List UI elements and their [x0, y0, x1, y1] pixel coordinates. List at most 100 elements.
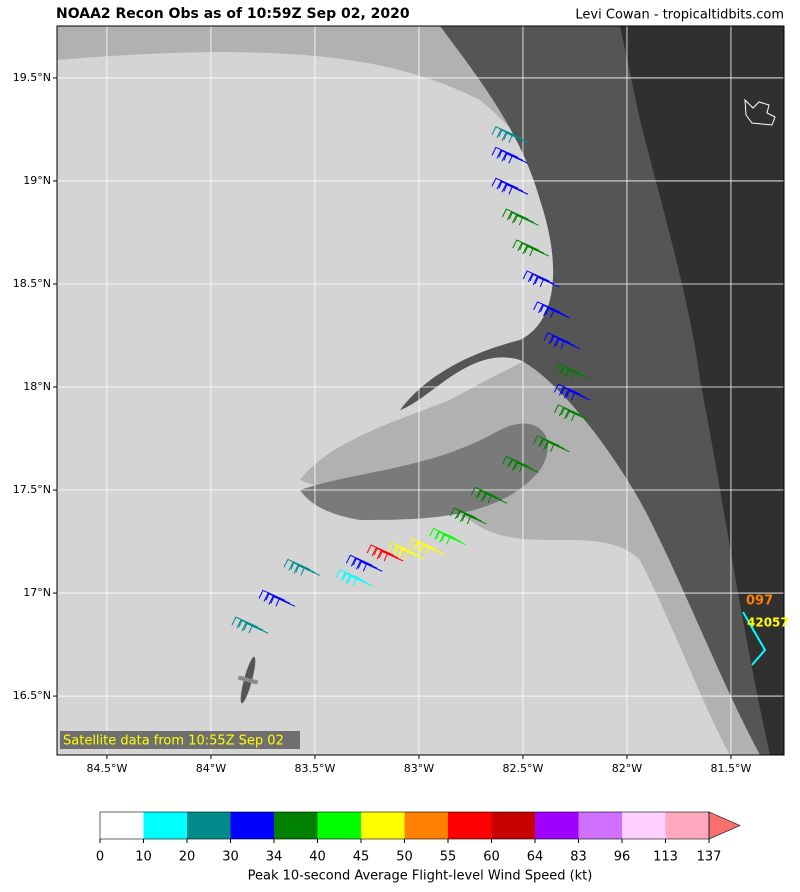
colorbar-segment	[143, 812, 187, 839]
x-tick-label: 83.5°W	[294, 762, 335, 775]
colorbar-tick-label: 60	[483, 850, 500, 865]
colorbar-tick-label: 96	[614, 850, 631, 865]
wind-barb	[258, 589, 296, 607]
wind-barb	[387, 542, 425, 560]
credit: Levi Cowan - tropicaltidbits.com	[575, 8, 784, 23]
wind-barb	[429, 527, 466, 545]
colorbar-tick-label: 113	[653, 850, 678, 865]
barb-stroke	[538, 304, 565, 316]
barb-stroke	[548, 335, 576, 347]
colorbar-segment	[100, 812, 144, 839]
barb-stroke	[263, 592, 291, 604]
barb-stroke	[350, 557, 378, 569]
barb-stroke	[418, 544, 445, 556]
barb-stroke	[533, 301, 560, 313]
barb-stroke	[429, 527, 456, 539]
barb-stroke	[522, 245, 549, 257]
barb-stroke	[491, 177, 519, 189]
wind-barb	[408, 538, 445, 556]
colorbar-segment	[535, 812, 579, 839]
barb-stroke	[392, 545, 420, 557]
barb-stroke	[533, 435, 560, 447]
x-tick-label: 83°W	[404, 762, 434, 775]
barb-stroke	[268, 595, 296, 607]
barb-stroke	[522, 270, 550, 282]
satellite-label: Satellite data from 10:55Z Sep 02	[63, 734, 284, 749]
barb-stroke	[439, 533, 466, 545]
x-tick-label: 84°W	[196, 762, 226, 775]
barb-stroke	[288, 561, 316, 573]
x-tick-label: 82.5°W	[503, 762, 544, 775]
colorbar-tick-label: 10	[135, 850, 152, 865]
barb-stroke	[470, 486, 498, 498]
barb-stroke	[491, 126, 519, 138]
barb-stroke	[345, 575, 373, 587]
barb-stroke	[475, 489, 503, 501]
y-tick-label: 19°N	[23, 174, 51, 187]
barb-stroke	[496, 129, 524, 141]
barb-stroke	[558, 386, 586, 398]
barb-stroke	[449, 507, 477, 519]
wind-barb	[533, 435, 570, 453]
barb-stroke	[387, 542, 415, 554]
wind-barb	[366, 544, 404, 562]
station-id: 42057	[747, 616, 789, 630]
colorbar-tick-label: 0	[96, 850, 104, 865]
barb-stroke	[563, 369, 591, 381]
colorbar-tick-label: 20	[179, 850, 196, 865]
y-tick-label: 17°N	[23, 586, 51, 599]
barb-stroke	[258, 589, 286, 601]
colorbar-tick-label: 83	[570, 850, 587, 865]
wind-barb	[491, 146, 529, 164]
barb-stroke	[501, 152, 529, 164]
barb-stroke	[236, 619, 264, 631]
barb-stroke	[553, 383, 581, 395]
barb-stroke	[501, 183, 529, 195]
wind-barb	[553, 363, 591, 381]
colorbar-tick-label: 64	[527, 850, 544, 865]
barb-stroke	[413, 541, 440, 553]
y-tick-label: 18°N	[23, 380, 51, 393]
barb-stroke	[366, 544, 394, 556]
barb-stroke	[563, 410, 591, 422]
x-tick-label: 82°W	[612, 762, 642, 775]
wind-barb	[491, 177, 529, 195]
colorbar-segment	[665, 812, 709, 839]
barb-stroke	[231, 616, 259, 628]
barb-stroke	[511, 461, 539, 473]
title: NOAA2 Recon Obs as of 10:59Z Sep 02, 202…	[56, 6, 410, 22]
wind-barb	[345, 554, 383, 572]
colorbar-label: Peak 10-second Average Flight-level Wind…	[248, 869, 593, 884]
barb-stroke	[459, 513, 487, 525]
barb-stroke	[371, 547, 399, 559]
barb-stroke	[491, 146, 519, 158]
colorbar-segment	[317, 812, 361, 839]
barb-stroke	[454, 510, 482, 522]
colorbar-segment	[404, 812, 448, 839]
barb-stroke	[553, 404, 581, 416]
barb-stroke	[480, 492, 508, 504]
colorbar-tick-label: 30	[222, 850, 239, 865]
barb-stroke	[340, 572, 368, 584]
station-barb	[742, 611, 767, 666]
barb-stroke	[355, 560, 383, 572]
barb-stroke	[506, 458, 534, 470]
wind-barb	[512, 239, 549, 257]
barb-stroke	[558, 407, 586, 419]
barb-stroke	[293, 564, 321, 576]
colorbar-tick-label: 40	[309, 850, 326, 865]
colorbar-segment	[230, 812, 274, 839]
colorbar-tick-label: 50	[396, 850, 413, 865]
barb-stroke	[496, 149, 524, 161]
colorbar-segment	[274, 812, 318, 839]
wind-barb	[283, 558, 321, 576]
barb-stroke	[345, 554, 373, 566]
barb-stroke	[283, 558, 311, 570]
colorbar-tick-label: 45	[353, 850, 370, 865]
satellite	[57, 26, 784, 755]
barb-stroke	[501, 208, 529, 220]
barb-stroke	[512, 239, 539, 251]
colorbar-extend	[708, 811, 741, 840]
wind-barb	[553, 404, 591, 422]
barb-stroke	[506, 211, 534, 223]
